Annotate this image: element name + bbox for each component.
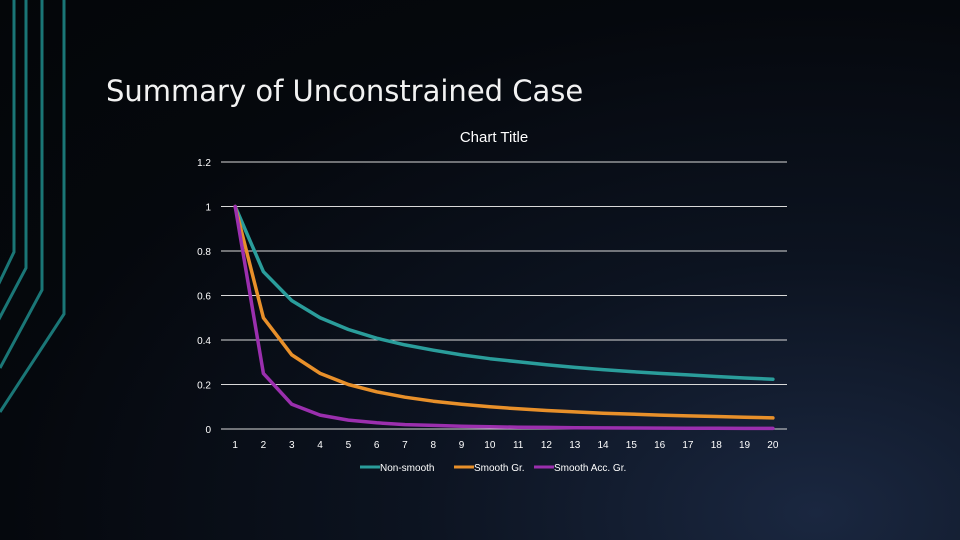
chart-title: Chart Title bbox=[460, 129, 528, 146]
y-tick-label: 0 bbox=[205, 425, 211, 436]
x-tick-label: 15 bbox=[626, 440, 638, 451]
x-tick-label: 7 bbox=[402, 440, 408, 451]
x-tick-label: 20 bbox=[767, 440, 779, 451]
x-tick-label: 19 bbox=[739, 440, 751, 451]
x-tick-label: 12 bbox=[541, 440, 553, 451]
x-tick-label: 4 bbox=[317, 440, 323, 451]
y-tick-label: 1 bbox=[205, 203, 211, 214]
legend-item: Non-smooth bbox=[360, 463, 434, 474]
x-tick-label: 13 bbox=[569, 440, 581, 451]
x-tick-label: 14 bbox=[597, 440, 609, 451]
legend-label: Non-smooth bbox=[380, 463, 434, 474]
legend-item: Smooth Gr. bbox=[454, 463, 525, 474]
y-tick-label: 1.2 bbox=[197, 158, 211, 169]
x-tick-label: 18 bbox=[711, 440, 723, 451]
series-line-smooth-acc-gr bbox=[233, 204, 775, 431]
x-tick-label: 3 bbox=[289, 440, 295, 451]
x-tick-label: 17 bbox=[682, 440, 694, 451]
legend-label: Smooth Acc. Gr. bbox=[554, 463, 626, 474]
series-line-smooth-gr bbox=[233, 204, 775, 420]
x-tick-label: 5 bbox=[346, 440, 352, 451]
legend-item: Smooth Acc. Gr. bbox=[534, 463, 626, 474]
y-tick-label: 0.6 bbox=[197, 292, 211, 303]
x-tick-label: 10 bbox=[484, 440, 496, 451]
x-tick-label: 1 bbox=[232, 440, 238, 451]
x-tick-label: 16 bbox=[654, 440, 666, 451]
slide-title: Summary of Unconstrained Case bbox=[106, 74, 584, 108]
x-tick-label: 9 bbox=[459, 440, 465, 451]
legend-label: Smooth Gr. bbox=[474, 463, 525, 474]
y-tick-label: 0.4 bbox=[197, 336, 211, 347]
y-tick-label: 0.8 bbox=[197, 247, 211, 258]
x-tick-label: 8 bbox=[430, 440, 436, 451]
y-tick-label: 0.2 bbox=[197, 381, 211, 392]
x-tick-label: 6 bbox=[374, 440, 380, 451]
series-line-non-smooth bbox=[233, 204, 775, 381]
decorative-lines bbox=[0, 0, 66, 413]
x-tick-label: 2 bbox=[261, 440, 267, 451]
x-tick-label: 11 bbox=[513, 440, 524, 451]
